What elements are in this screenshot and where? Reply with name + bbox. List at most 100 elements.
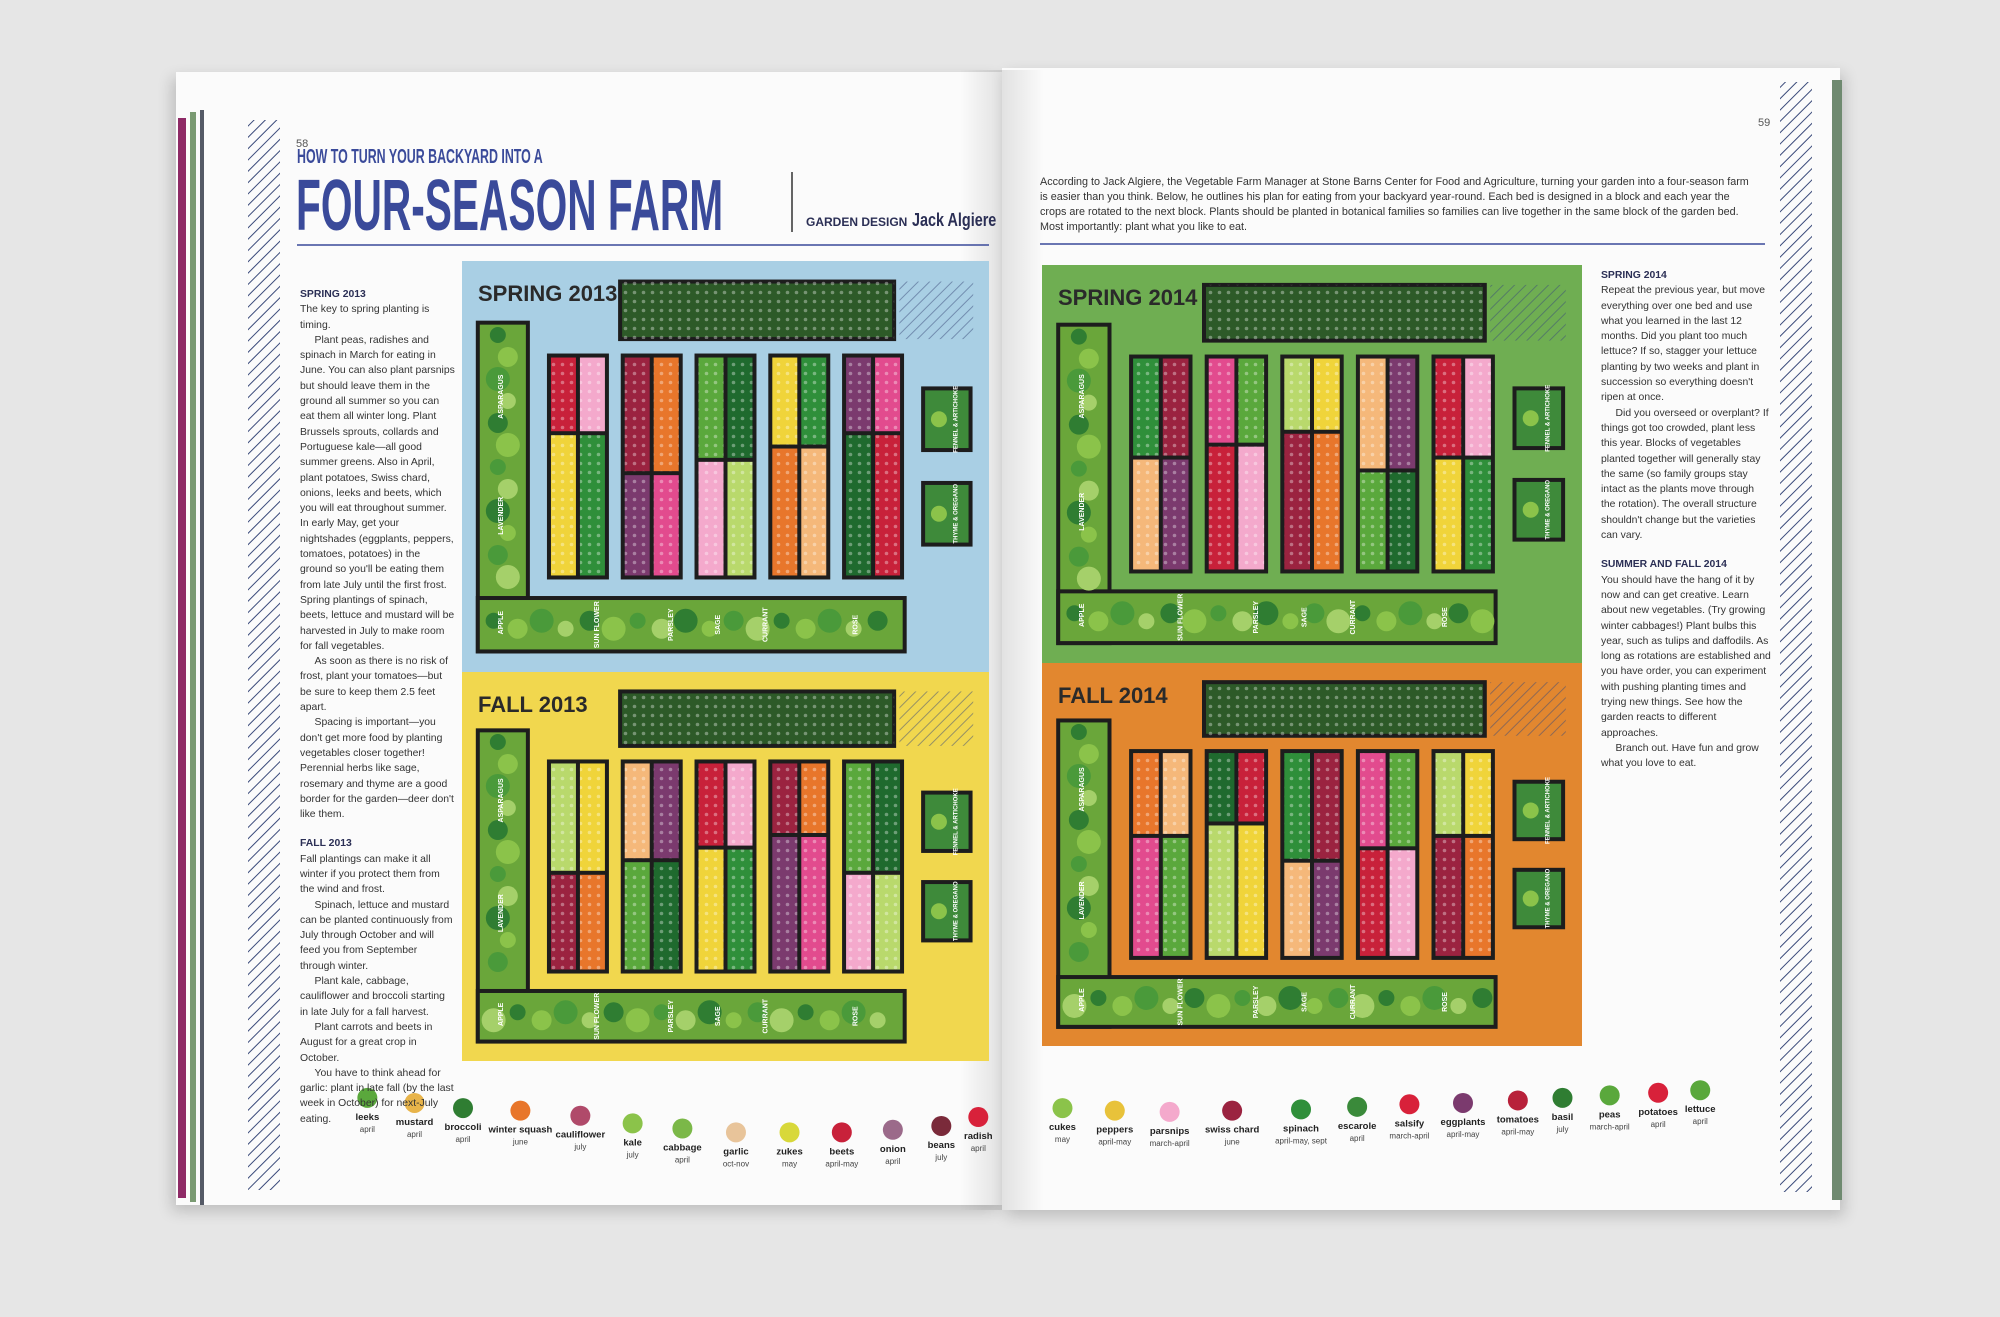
shrub — [629, 612, 646, 629]
herb — [930, 411, 947, 428]
shrub — [529, 608, 554, 633]
shrub — [1088, 611, 1109, 632]
legend-name: parsnips — [1150, 1126, 1190, 1137]
shrub — [745, 616, 770, 641]
paragraph: Did you overseed or overplant? If things… — [1601, 407, 1769, 542]
crop-texture — [1435, 459, 1462, 570]
shrub — [531, 1010, 552, 1031]
legend-name: zukes — [776, 1146, 802, 1157]
crop-texture — [1208, 825, 1235, 956]
hedge-label: PARSLEY — [1253, 601, 1260, 634]
legend-icon — [1159, 1101, 1180, 1122]
hedge-label: SAGE — [715, 614, 722, 634]
shrub — [499, 800, 516, 817]
legend-icon — [1052, 1098, 1073, 1119]
crop-texture — [1389, 753, 1416, 847]
shrub — [489, 458, 506, 475]
shrub — [1376, 611, 1397, 632]
shrub — [485, 906, 510, 931]
paragraph: Plant peas, radishes and spinach in Marc… — [300, 334, 455, 652]
crop-texture — [772, 448, 798, 576]
hedge-label: CURRANT — [763, 998, 770, 1033]
crop-texture — [653, 357, 679, 472]
crop-texture — [1133, 358, 1159, 456]
shrub — [1070, 855, 1087, 872]
shrub — [601, 616, 626, 641]
crop-texture — [579, 435, 605, 576]
panel-title: FALL 2014 — [1058, 683, 1168, 708]
shrub — [653, 1004, 670, 1021]
legend-name: basil — [1552, 1112, 1574, 1123]
shrub — [747, 1002, 768, 1023]
legend-name: swiss chard — [1205, 1125, 1260, 1136]
hedge-label: CURRANT — [763, 607, 770, 642]
shrub — [485, 774, 510, 799]
legend-icon — [570, 1105, 591, 1126]
legend-name: peas — [1599, 1109, 1621, 1120]
crop-texture — [653, 763, 679, 859]
shrub — [1076, 434, 1101, 459]
herb — [1522, 890, 1539, 907]
legend-season: march-april — [1389, 1131, 1429, 1140]
legend-name: winter squash — [487, 1125, 552, 1136]
crop-texture — [727, 357, 753, 458]
crop-texture — [1284, 862, 1310, 956]
crop-texture — [1435, 753, 1462, 834]
crop-texture — [1389, 850, 1416, 956]
herb-label: FENNEL & ARTICHOKE — [953, 788, 959, 855]
shrub — [495, 432, 520, 457]
crop-texture — [1162, 837, 1189, 956]
hedge-label: SAGE — [1302, 992, 1309, 1012]
shrub — [497, 754, 518, 775]
shrub — [1066, 368, 1091, 393]
crop-texture — [550, 763, 576, 871]
legend-icon — [1599, 1085, 1620, 1106]
legend-season: april — [675, 1156, 690, 1165]
shrub — [1080, 789, 1097, 806]
legend-icon — [357, 1087, 378, 1108]
crop-texture — [1284, 433, 1310, 570]
shrub — [487, 544, 508, 565]
legend-icon — [1690, 1080, 1711, 1101]
section-heading: SPRING 2014 — [1601, 270, 1667, 281]
paragraph: The key to spring planting is timing. — [300, 304, 430, 331]
crop-texture — [1284, 358, 1310, 430]
shrub — [557, 620, 574, 637]
crop-texture — [875, 357, 901, 432]
crop-texture — [1162, 459, 1189, 570]
shrub — [867, 610, 888, 631]
hedge-label: PARSLEY — [1253, 985, 1260, 1018]
shrub — [495, 564, 520, 589]
herb — [930, 903, 947, 920]
legend-season: april-may, sept — [1275, 1136, 1328, 1145]
crop-texture — [1314, 358, 1340, 430]
shrub — [485, 366, 510, 391]
page-edge-stripe — [178, 118, 186, 1198]
shrub — [1470, 609, 1495, 634]
shrub — [1472, 987, 1493, 1008]
crop-texture — [1133, 459, 1159, 570]
crop-texture — [579, 874, 605, 970]
shrub — [1070, 723, 1087, 740]
crop-texture — [801, 448, 827, 576]
herb-label: THYME & OREGANO — [1546, 480, 1552, 540]
crop-texture — [801, 836, 827, 970]
shrub — [1206, 993, 1231, 1018]
legend-name: cauliflower — [556, 1130, 606, 1141]
legend-name: garlic — [723, 1146, 748, 1157]
legend-icon — [1552, 1087, 1573, 1108]
shrub — [489, 734, 506, 751]
page-edge-stripe — [200, 110, 204, 1205]
crop-texture — [1359, 358, 1386, 469]
credit-name: Jack Algiere — [911, 210, 997, 230]
shrub — [485, 498, 510, 523]
legend-name: leeks — [355, 1112, 379, 1123]
shrub — [651, 618, 672, 639]
crop-texture — [1314, 862, 1340, 956]
hedge-label: APPLE — [1079, 603, 1086, 627]
margin-hatch — [1780, 82, 1812, 1192]
shrub — [1282, 613, 1299, 630]
shrub — [1078, 875, 1099, 896]
legend-season: april — [885, 1157, 900, 1166]
herb — [1522, 802, 1539, 819]
